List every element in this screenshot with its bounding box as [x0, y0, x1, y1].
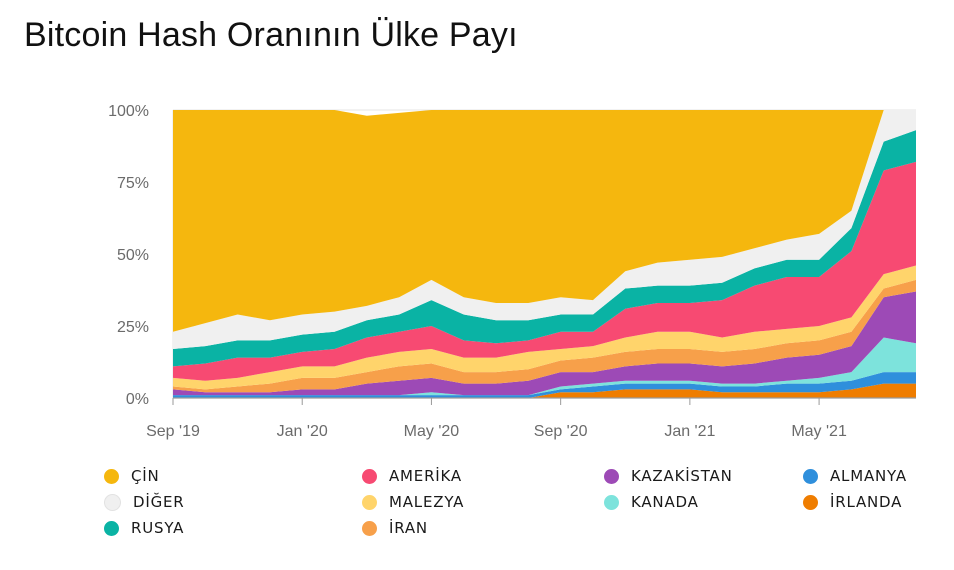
legend-item-kazakistan: KAZAKİSTAN [604, 465, 733, 487]
area-iran [173, 279, 916, 393]
legend-swatch [104, 493, 121, 511]
legend-swatch [362, 494, 377, 510]
area-diger [173, 110, 916, 350]
legend-swatch [104, 468, 119, 484]
legend-item-iran: İRAN [362, 517, 428, 539]
y-tick-label: 50% [117, 247, 149, 264]
legend-swatch [104, 520, 119, 536]
legend-item-rusya: RUSYA [104, 517, 184, 539]
legend-item-almanya: ALMANYA [803, 465, 907, 487]
legend-label: İRAN [389, 519, 428, 537]
legend-item-cin: ÇİN [104, 465, 160, 487]
stacked-area-chart: 0% 25% 50% 75% 100% Sep '19 Jan '20 May '20 Sep … [108, 103, 916, 440]
legend-swatch [362, 520, 377, 536]
x-tick-label: Jan '21 [664, 423, 715, 440]
legend-item-irlanda: İRLANDA [803, 491, 902, 513]
area-kazakistan [173, 291, 916, 396]
legend-label: İRLANDA [830, 493, 903, 511]
chart-title: Bitcoin Hash Oranının Ülke Payı [24, 16, 518, 54]
legend-swatch [803, 494, 818, 510]
legend-item-malezya: MALEZYA [362, 491, 464, 513]
legend-label: ÇİN [131, 467, 160, 485]
legend-label: ALMANYA [830, 467, 907, 485]
area-irlanda [173, 383, 916, 398]
legend-label: DİĞER [133, 493, 185, 511]
x-tick-label: May '20 [404, 423, 460, 440]
x-tick-label: May '21 [791, 423, 847, 440]
x-tick-label: Jan '20 [277, 423, 328, 440]
legend-item-kanada: KANADA [604, 491, 699, 513]
legend-label: AMERİKA [389, 467, 462, 485]
axes: 0% 25% 50% 75% 100% Sep '19 Jan '20 May '20 Sep … [108, 103, 916, 440]
area-malezya [173, 265, 916, 390]
legend-label: KAZAKİSTAN [631, 467, 733, 485]
area-almanya [173, 372, 916, 398]
area-rusya [173, 130, 916, 367]
y-tick-label: 75% [117, 175, 149, 192]
y-tick-label: 100% [108, 103, 149, 120]
y-tick-label: 25% [117, 319, 149, 336]
legend-label: RUSYA [131, 519, 185, 537]
legend-label: KANADA [631, 493, 699, 511]
legend-label: MALEZYA [389, 493, 465, 511]
legend-item-diger: DİĞER [104, 491, 185, 513]
x-tick-label: Sep '20 [534, 423, 588, 440]
area-cin [173, 110, 916, 332]
x-tick-label: Sep '19 [146, 423, 200, 440]
area-series [173, 110, 916, 398]
legend-swatch [362, 468, 377, 484]
legend: ÇİN DİĞER RUSYA AMERİKA MALEZYA İRAN KAZAKİSTA… [0, 462, 954, 562]
legend-swatch [803, 468, 818, 484]
legend-item-amerika: AMERİKA [362, 465, 462, 487]
area-amerika [173, 161, 916, 381]
legend-swatch [604, 468, 619, 484]
legend-swatch [604, 494, 619, 510]
y-tick-label: 0% [126, 391, 149, 408]
